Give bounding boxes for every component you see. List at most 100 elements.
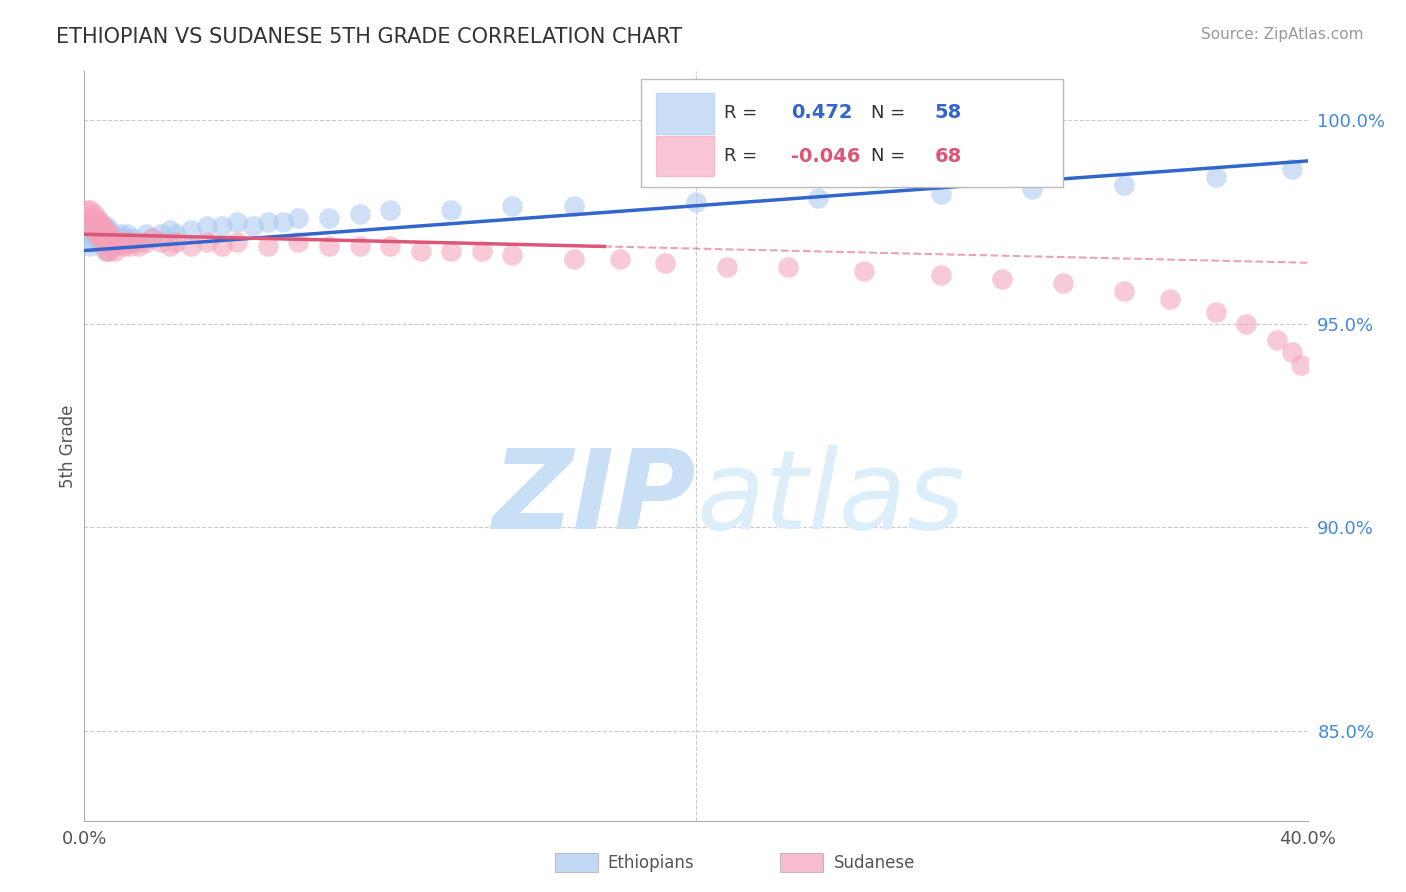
Point [120,239,142,253]
Point [94,219,117,233]
Point [776,260,799,274]
Point [83,215,105,229]
Text: atlas: atlas [696,445,965,552]
Point [97,239,120,253]
Text: Source: ZipAtlas.com: Source: ZipAtlas.com [1201,27,1364,42]
Point [1291,358,1313,372]
Point [1114,285,1136,299]
Point [79,215,101,229]
Point [79,202,101,217]
Y-axis label: 5th Grade: 5th Grade [59,404,77,488]
Point [79,211,101,225]
Point [86,223,108,237]
Point [1159,293,1181,307]
Point [86,215,108,229]
Point [257,215,280,229]
Point [135,235,157,250]
Point [349,239,371,253]
Point [115,227,138,242]
Point [83,215,105,229]
Point [83,235,105,250]
FancyBboxPatch shape [655,136,714,177]
Point [562,199,585,213]
Point [141,231,163,245]
Point [104,244,127,258]
Point [349,207,371,221]
Point [211,219,233,233]
Point [91,219,114,233]
Point [97,223,120,237]
Point [165,227,187,242]
Point [107,235,129,250]
Point [104,239,127,253]
Point [685,194,707,209]
Point [471,244,494,258]
Point [149,227,172,242]
Text: ETHIOPIAN VS SUDANESE 5TH GRADE CORRELATION CHART: ETHIOPIAN VS SUDANESE 5TH GRADE CORRELAT… [56,27,682,46]
Point [101,227,124,242]
Point [502,247,524,261]
Text: R =: R = [724,103,763,121]
Point [1052,276,1074,290]
Point [502,199,524,213]
Point [135,227,157,242]
Point [159,239,181,253]
Point [1205,304,1227,318]
Point [104,235,127,250]
Point [91,219,114,233]
Point [110,235,132,250]
Text: 68: 68 [935,146,962,166]
Point [104,231,127,245]
Point [91,235,114,250]
Point [79,239,101,253]
Point [1281,345,1303,359]
Text: 58: 58 [935,103,962,122]
Point [79,219,101,233]
Point [380,202,402,217]
Point [112,239,135,253]
Point [318,239,340,253]
Point [89,215,111,229]
Point [128,239,150,253]
Point [609,252,631,266]
Point [287,211,309,225]
Point [165,235,187,250]
Point [89,223,111,237]
Point [929,186,952,201]
Point [89,235,111,250]
Point [211,239,233,253]
Point [257,239,280,253]
Point [716,260,738,274]
Point [120,235,142,250]
Point [807,191,830,205]
Point [76,215,98,229]
Point [180,239,202,253]
Point [97,227,120,242]
Point [91,235,114,250]
Point [97,244,120,258]
Point [195,219,218,233]
Point [380,239,402,253]
Point [929,268,952,282]
Point [94,244,117,258]
Point [83,223,105,237]
Text: N =: N = [870,103,911,121]
Point [1021,182,1043,196]
Text: R =: R = [724,147,763,165]
Point [86,227,108,242]
Point [91,227,114,242]
Text: -0.046: -0.046 [792,146,860,166]
Point [89,227,111,242]
Point [86,231,108,245]
Point [141,231,163,245]
Text: Ethiopians: Ethiopians [607,855,695,872]
FancyBboxPatch shape [655,93,714,134]
Point [83,207,105,221]
Point [94,223,117,237]
Point [654,256,676,270]
Point [101,235,124,250]
Point [440,244,463,258]
Point [226,215,249,229]
Point [83,227,105,242]
Point [226,235,249,250]
